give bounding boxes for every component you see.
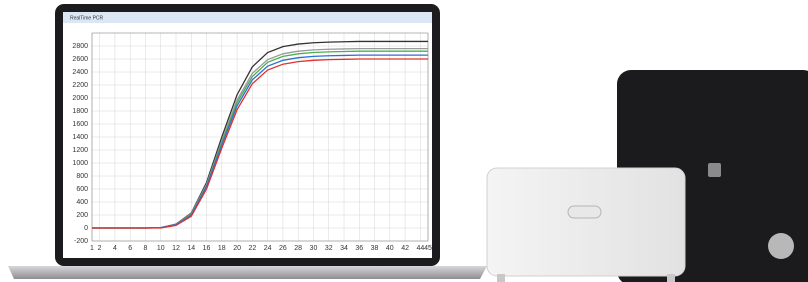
y-tick-label: 800: [76, 173, 88, 180]
x-tick-label: 6: [128, 245, 132, 252]
x-tick-label: 26: [279, 245, 287, 252]
y-tick-label: 2000: [72, 95, 88, 102]
indicator: [708, 163, 721, 177]
y-tick-label: 2400: [72, 69, 88, 76]
x-tick-label: 40: [386, 245, 394, 252]
x-tick-label: 12: [172, 245, 180, 252]
y-tick-label: 1200: [72, 147, 88, 154]
x-tick-label: 2: [98, 245, 102, 252]
x-tick-label: 8: [144, 245, 148, 252]
y-tick-label: 2600: [72, 56, 88, 63]
x-tick-label: 22: [248, 245, 256, 252]
x-tick-label: 20: [233, 245, 241, 252]
window-title: RealTime PCR: [70, 15, 104, 21]
x-tick-label: 10: [157, 245, 165, 252]
device-foot: [667, 274, 675, 282]
device-button: [568, 206, 601, 218]
x-tick-label: 1: [90, 245, 94, 252]
x-tick-label: 38: [371, 245, 379, 252]
window-bar: [63, 12, 432, 23]
y-tick-label: 1400: [72, 134, 88, 141]
x-tick-label: 4: [113, 245, 117, 252]
y-tick-label: 2200: [72, 82, 88, 89]
x-tick-label: 24: [264, 245, 272, 252]
y-tick-label: 1000: [72, 160, 88, 167]
x-tick-label: 45: [424, 245, 432, 252]
y-tick-label: 400: [76, 199, 88, 206]
y-tick-label: -200: [74, 238, 88, 245]
x-tick-label: 14: [187, 245, 195, 252]
x-tick-label: 42: [401, 245, 409, 252]
scene: RealTime PCR -20002004006008001000120014…: [0, 0, 808, 282]
device-foot: [497, 274, 505, 282]
y-tick-label: 600: [76, 186, 88, 193]
x-tick-label: 30: [310, 245, 318, 252]
logo: [768, 233, 794, 259]
device-body: [487, 168, 685, 276]
x-tick-label: 28: [294, 245, 302, 252]
laptop-base: [8, 266, 487, 279]
x-tick-label: 36: [355, 245, 363, 252]
y-tick-label: 200: [76, 212, 88, 219]
y-tick-label: 1800: [72, 108, 88, 115]
x-tick-label: 16: [203, 245, 211, 252]
x-tick-label: 18: [218, 245, 226, 252]
x-tick-label: 34: [340, 245, 348, 252]
y-tick-label: 2800: [72, 43, 88, 50]
y-tick-label: 1600: [72, 121, 88, 128]
x-tick-label: 32: [325, 245, 333, 252]
y-tick-label: 0: [84, 225, 88, 232]
